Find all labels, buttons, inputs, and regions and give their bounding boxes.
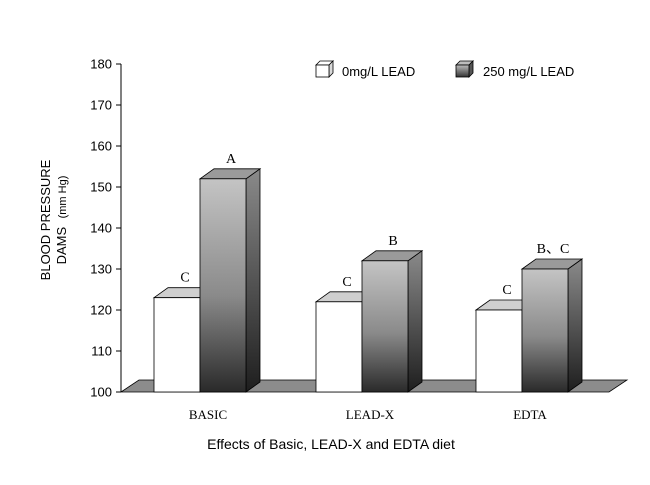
- x-tick-label: LEAD-X: [346, 407, 395, 422]
- bar-250mg-lead-x: B: [360, 234, 424, 393]
- bar-250mg-basic: A: [198, 152, 262, 393]
- legend-swatch-250mg: [455, 64, 470, 78]
- y-axis-title: BLOOD PRESSURE DAMS (mm Hg): [38, 159, 70, 280]
- y-axis-ticks: 100 110 120 130 140 150 160 170 180: [90, 57, 121, 400]
- legend-swatch-0mg: [315, 64, 330, 78]
- legend-label-250mg: 250 mg/L LEAD: [483, 64, 574, 79]
- legend-item-0mg: 0mg/L LEAD: [315, 60, 415, 79]
- legend: 0mg/L LEAD 250 mg/L LEAD: [315, 60, 574, 79]
- x-tick-label: EDTA: [513, 407, 547, 422]
- bar-significance-label: A: [226, 152, 237, 167]
- y-tick-label: 170: [90, 98, 112, 113]
- y-tick-label: 110: [91, 344, 112, 359]
- bar-side: [407, 250, 423, 393]
- x-tick-label: BASIC: [189, 407, 227, 422]
- bar-front: [521, 268, 569, 393]
- bar-front: [361, 260, 409, 393]
- y-axis-label-line2: DAMS (mm Hg): [53, 176, 70, 265]
- y-tick-label: 140: [90, 221, 112, 236]
- y-axis-label-unit: (mm Hg): [57, 176, 69, 219]
- bar-significance-label: C: [502, 283, 511, 298]
- bar-significance-label: B、C: [537, 242, 570, 257]
- legend-item-250mg: 250 mg/L LEAD: [455, 60, 574, 79]
- y-tick-label: 120: [90, 303, 112, 318]
- bar-front: [199, 178, 247, 393]
- y-axis-label-dams: DAMS: [54, 227, 69, 265]
- bar-significance-label: C: [342, 275, 351, 290]
- bar-front: [475, 309, 523, 393]
- bars-group: C A C B C B、C: [152, 152, 584, 393]
- y-tick-label: 160: [90, 139, 112, 154]
- x-axis-title: Effects of Basic, LEAD-X and EDTA diet: [207, 436, 455, 452]
- y-tick-label: 130: [90, 262, 112, 277]
- bar-front: [315, 301, 363, 393]
- bar-front: [153, 297, 201, 393]
- bar-side: [567, 258, 583, 393]
- y-tick-label: 180: [90, 57, 112, 72]
- y-axis-label-line1: BLOOD PRESSURE: [38, 159, 53, 280]
- bar-significance-label: C: [180, 271, 189, 286]
- bar-side: [245, 168, 261, 393]
- bar-250mg-edta: B、C: [520, 242, 584, 393]
- y-tick-label: 100: [90, 385, 112, 400]
- x-axis-tick-labels: BASIC LEAD-X EDTA: [189, 407, 548, 422]
- legend-label-0mg: 0mg/L LEAD: [342, 64, 415, 79]
- bar-significance-label: B: [388, 234, 397, 249]
- y-tick-label: 150: [90, 180, 112, 195]
